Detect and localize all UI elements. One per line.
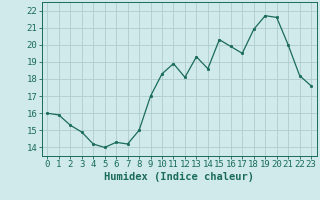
X-axis label: Humidex (Indice chaleur): Humidex (Indice chaleur)	[104, 172, 254, 182]
